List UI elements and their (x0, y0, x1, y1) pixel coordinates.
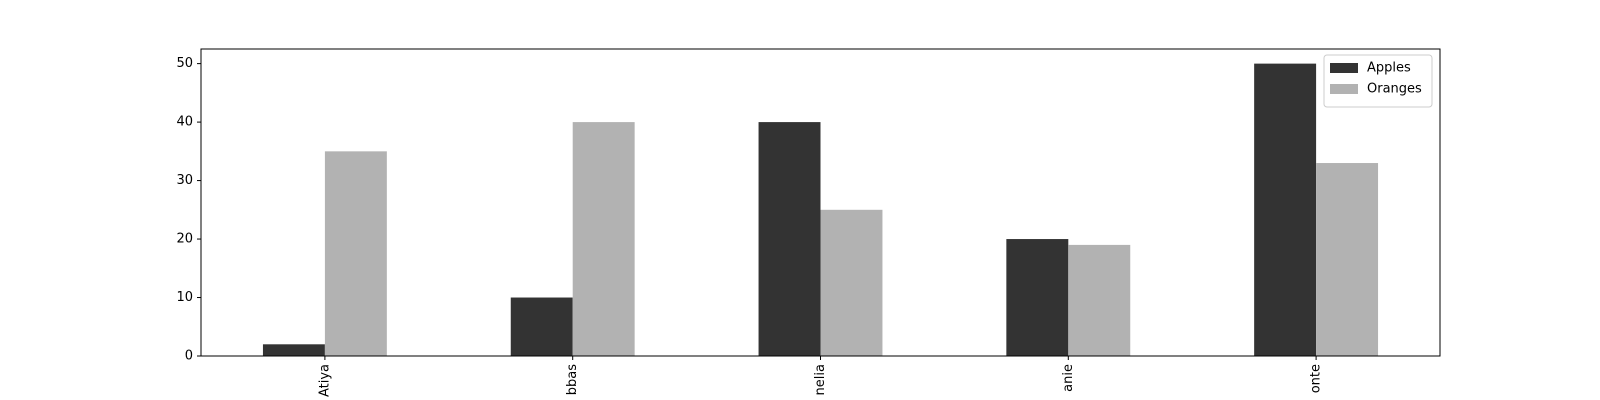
bar (758, 122, 821, 356)
bar (820, 209, 883, 356)
x-tick-label: nelia (813, 364, 828, 395)
bar (262, 344, 325, 356)
y-tick-label: 30 (176, 173, 193, 188)
bar (1254, 63, 1317, 356)
bar (1068, 244, 1131, 356)
bar (572, 122, 635, 356)
bar (1006, 239, 1069, 356)
bar (324, 151, 387, 356)
y-tick-label: 20 (176, 232, 193, 247)
legend-label: Oranges (1367, 82, 1422, 97)
x-tick-label: Atiya (317, 364, 332, 397)
x-tick-label: anie (1061, 364, 1076, 392)
legend-swatch (1330, 84, 1358, 94)
y-tick-label: 0 (185, 349, 193, 364)
legend-label: Apples (1367, 61, 1411, 76)
y-tick-label: 10 (176, 290, 193, 305)
bar (510, 297, 573, 356)
x-tick-label: onte (1309, 364, 1324, 393)
bar (1316, 163, 1379, 356)
y-tick-label: 50 (176, 56, 193, 71)
x-tick-label: bbas (565, 364, 580, 395)
y-tick-label: 40 (176, 115, 193, 130)
legend-swatch (1330, 63, 1358, 73)
plot-frame (200, 48, 1441, 357)
